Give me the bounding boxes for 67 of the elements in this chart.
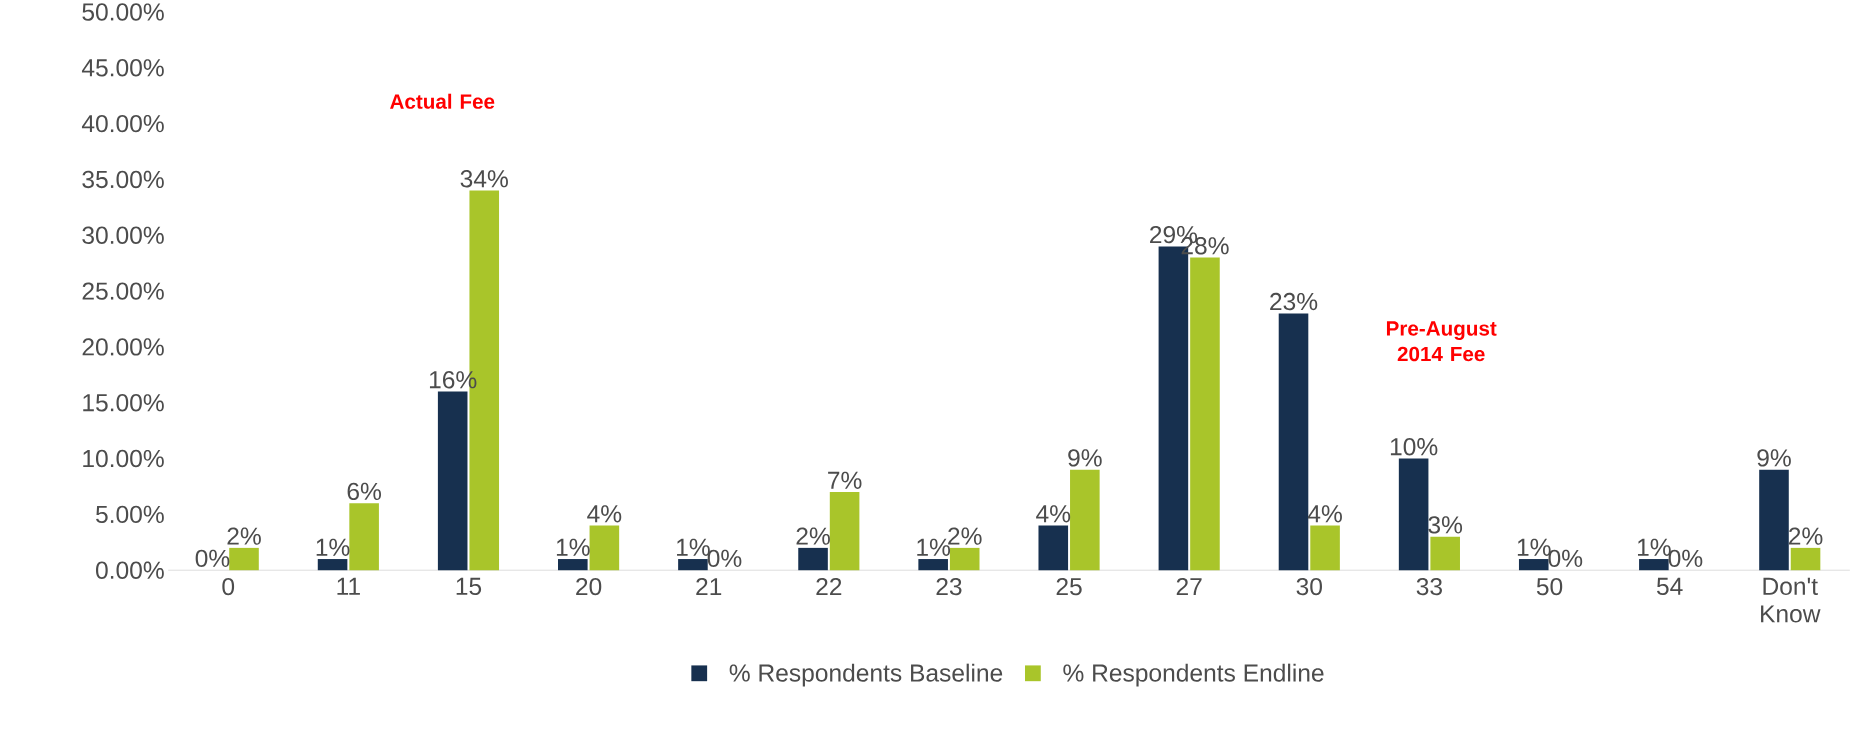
- bar: [829, 491, 860, 571]
- x-tick-label: 0: [222, 577, 235, 596]
- x-tick-label: 30: [1296, 577, 1322, 596]
- data-label: 2%: [227, 527, 261, 545]
- y-tick-label: 10.00%: [83, 449, 164, 468]
- bar: [1038, 525, 1069, 571]
- x-tick-label: 50: [1536, 577, 1563, 596]
- data-label: 9%: [1068, 449, 1102, 467]
- y-tick-label: 5.00%: [96, 505, 164, 523]
- bar: [798, 547, 828, 571]
- y-tick-label: 50.00%: [82, 3, 164, 21]
- annotation: Pre-August 2014 Fee: [1386, 321, 1497, 362]
- data-label: 9%: [1757, 449, 1791, 467]
- bar: [1190, 257, 1220, 571]
- data-label: 7%: [828, 471, 862, 489]
- data-label: 2%: [948, 527, 982, 545]
- x-tick-label: 27: [1176, 577, 1202, 595]
- data-label: 4%: [1036, 505, 1071, 523]
- y-tick-label: 35.00%: [82, 170, 164, 189]
- y-tick-label: 25.00%: [82, 282, 164, 300]
- bar: [1398, 458, 1429, 571]
- bar: [1759, 469, 1789, 571]
- data-label: 34%: [460, 169, 508, 188]
- bar: [317, 558, 348, 571]
- x-tick-label: 54: [1656, 577, 1683, 595]
- y-tick-label: 40.00%: [81, 114, 164, 133]
- y-tick-label: 15.00%: [83, 393, 164, 412]
- y-tick-label: 45.00%: [81, 58, 164, 77]
- x-tick-label: 15: [456, 577, 482, 595]
- bar: [1278, 313, 1309, 571]
- legend-label: % Respondents Baseline: [729, 663, 1003, 687]
- data-label: 4%: [1307, 505, 1342, 523]
- data-label: 1%: [917, 538, 951, 556]
- legend-label: % Respondents Endline: [1063, 663, 1324, 687]
- bar: [949, 547, 980, 571]
- x-tick-label: 23: [936, 577, 962, 596]
- y-tick-label: 20.00%: [82, 338, 164, 356]
- data-label: 1%: [556, 538, 590, 556]
- bar: [1790, 547, 1821, 571]
- bar: [229, 547, 259, 571]
- bar: [589, 525, 620, 571]
- y-tick-label: 0.00%: [96, 561, 164, 579]
- bar: [349, 503, 379, 571]
- data-label: 4%: [587, 505, 622, 523]
- data-label: 6%: [347, 482, 381, 500]
- y-tick-label: 30.00%: [82, 226, 164, 244]
- bar: [1070, 469, 1100, 571]
- annotation: Actual Fee: [390, 93, 495, 109]
- x-tick-label: 11: [337, 577, 360, 595]
- bar: [1639, 558, 1669, 571]
- data-label: 2%: [796, 527, 830, 545]
- bar: [1310, 525, 1340, 571]
- data-label: 23%: [1270, 292, 1318, 311]
- x-tick-label: 25: [1056, 577, 1082, 596]
- x-tick-label: 21: [696, 577, 722, 595]
- bar: [1430, 536, 1460, 571]
- x-tick-label: 22: [816, 577, 842, 595]
- bar: [918, 558, 948, 571]
- x-tick-label: Don't Know: [1761, 577, 1821, 623]
- bar: [678, 558, 708, 571]
- x-tick-label: 33: [1416, 577, 1442, 596]
- data-label: 10%: [1390, 437, 1438, 456]
- bar: [1518, 558, 1549, 571]
- data-label: 2%: [1789, 527, 1823, 545]
- bar: [437, 391, 468, 571]
- bar: [558, 558, 588, 571]
- x-tick-label: 20: [576, 577, 602, 596]
